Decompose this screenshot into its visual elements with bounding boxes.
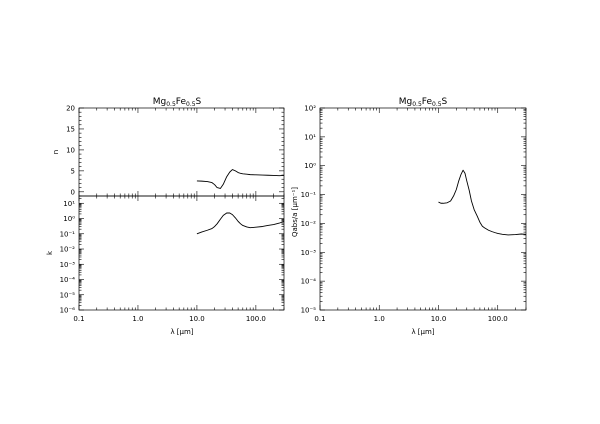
series-line bbox=[438, 169, 527, 236]
series-line bbox=[196, 212, 285, 235]
k-panel-ylabel: k bbox=[46, 250, 54, 255]
x-tick-label: 0.1 bbox=[314, 315, 325, 323]
k-panel: 0.1 1.0 10.0 100.0 10⁻⁶ 10⁻⁵ 10⁻⁴ 10⁻³ 10⁻² 10⁻¹ 1… bbox=[60, 195, 285, 323]
plot-frame bbox=[78, 195, 285, 311]
n-panel-ylabel: n bbox=[52, 150, 60, 154]
x-tick-label: 0.1 bbox=[73, 315, 84, 323]
y-tick-label: 10⁰ bbox=[63, 215, 75, 223]
qabs-panel-xlabel: λ [μm] bbox=[411, 328, 434, 336]
y-tick-label: 0 bbox=[71, 188, 75, 196]
k-panel-xlabel: λ [μm] bbox=[170, 328, 193, 336]
x-tick-label: 1.0 bbox=[132, 315, 143, 323]
n-panel: 0 5 10 15 20 bbox=[66, 105, 285, 197]
y-tick-label: 10⁻¹ bbox=[301, 191, 317, 199]
y-tick-label: 10¹ bbox=[304, 133, 316, 141]
y-tick-label: 10⁻⁶ bbox=[60, 307, 76, 315]
y-tick-label: 5 bbox=[71, 167, 75, 175]
series-line bbox=[196, 169, 285, 189]
y-tick-label: 10 bbox=[66, 146, 75, 154]
plot-frame bbox=[78, 107, 285, 197]
right-panel-title: Mg0.5Fe0.5S bbox=[399, 97, 448, 108]
y-tick-label: 10⁻⁵ bbox=[301, 307, 317, 315]
y-tick-label: 10⁻⁴ bbox=[60, 276, 76, 284]
x-tick-label: 100.0 bbox=[488, 315, 508, 323]
plot-frame bbox=[319, 107, 527, 311]
qabs-panel: 0.1 1.0 10.0 100.0 10⁻⁵ 10⁻⁴ 10⁻³ 10⁻² 10⁻¹ 10⁰ 10… bbox=[301, 105, 527, 323]
y-tick-label: 10⁻¹ bbox=[60, 230, 76, 238]
y-tick-label: 10⁻³ bbox=[301, 249, 317, 257]
y-tick-label: 15 bbox=[66, 125, 75, 133]
y-tick-label: 10⁰ bbox=[304, 162, 316, 170]
y-tick-label: 10⁻⁴ bbox=[301, 278, 317, 286]
y-tick-label: 10² bbox=[304, 105, 316, 113]
y-tick-label: 20 bbox=[66, 105, 75, 113]
x-tick-label: 10.0 bbox=[189, 315, 205, 323]
y-tick-label: 10⁻⁵ bbox=[60, 291, 76, 299]
x-tick-label: 100.0 bbox=[246, 315, 266, 323]
y-tick-label: 10⁻² bbox=[301, 220, 317, 228]
x-tick-label: 1.0 bbox=[374, 315, 385, 323]
y-tick-label: 10¹ bbox=[63, 200, 75, 208]
qabs-panel-ylabel: Qabs/a [μm⁻¹] bbox=[291, 187, 299, 237]
x-tick-label: 10.0 bbox=[431, 315, 447, 323]
y-tick-label: 10⁻² bbox=[60, 246, 76, 254]
left-panel-title: Mg0.5Fe0.5S bbox=[153, 97, 202, 108]
y-tick-label: 10⁻³ bbox=[60, 261, 76, 269]
